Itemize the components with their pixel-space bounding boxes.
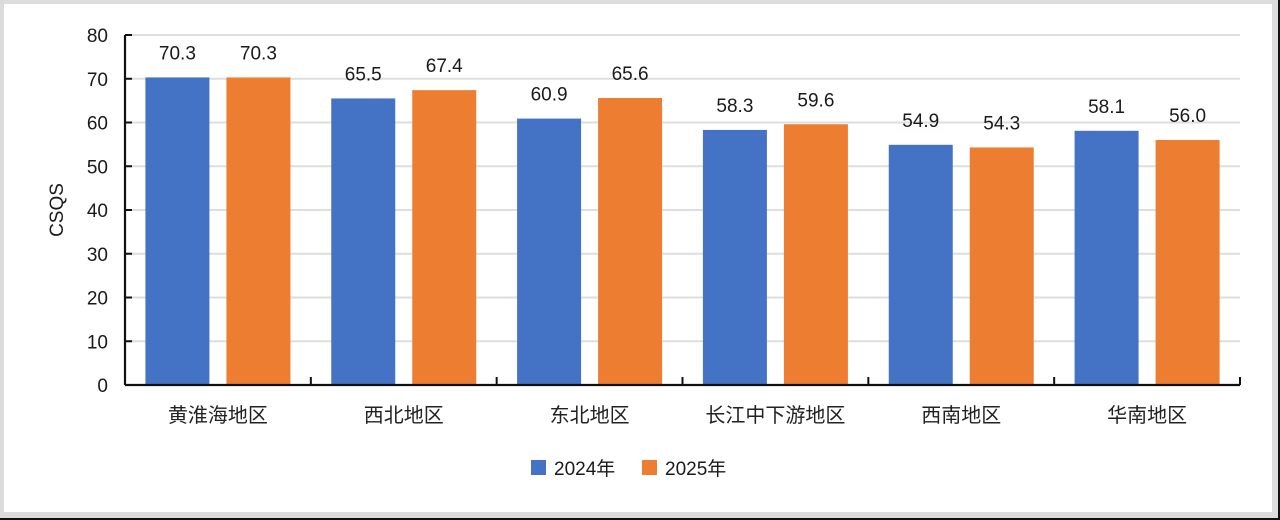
x-category-label: 长江中下游地区: [705, 403, 845, 427]
bar-2025: [412, 90, 477, 385]
x-category-label: 西南地区: [921, 403, 1001, 427]
legend-label: 2025年: [665, 458, 726, 480]
y-tick-label: 50: [87, 157, 108, 178]
bar-2024: [702, 129, 767, 385]
data-label: 70.3: [159, 43, 196, 64]
bar-2025: [226, 77, 291, 385]
data-label: 58.3: [716, 96, 753, 117]
bar-2025: [1155, 140, 1220, 385]
data-label: 70.3: [240, 43, 277, 64]
legend-label: 2024年: [554, 458, 615, 480]
bar-2024: [888, 144, 953, 385]
data-label: 54.3: [983, 113, 1020, 134]
data-label: 56.0: [1169, 106, 1206, 127]
data-label: 65.6: [612, 64, 649, 85]
x-category-label: 华南地区: [1107, 403, 1187, 427]
y-tick-label: 60: [87, 114, 108, 135]
data-label: 54.9: [902, 111, 939, 132]
bar-2025: [969, 147, 1034, 385]
axes: 0 10 20 30 40 50 60 70 80 黄淮海地区 西北地区 东北地区 长江中下游地区 西南地…: [87, 26, 1241, 427]
data-label: 67.4: [426, 56, 463, 77]
x-category-label: 黄淮海地区: [168, 403, 268, 427]
data-label: 65.5: [345, 64, 382, 85]
data-label: 58.1: [1088, 97, 1125, 118]
bar-2024: [145, 77, 210, 385]
bars: 70.3 70.3 65.5 67.4 60.9 65.6 58.3 59.6 54.9 54.3…: [145, 43, 1220, 385]
y-tick-label: 0: [97, 376, 108, 397]
y-axis-label: CSQS: [47, 183, 68, 237]
y-tick-label: 40: [87, 201, 108, 222]
bar-2024: [517, 118, 582, 385]
bar-2025: [783, 124, 848, 385]
bar-2025: [598, 98, 663, 385]
y-tick-label: 80: [87, 26, 108, 47]
x-category-label: 东北地区: [550, 403, 630, 427]
bar-2024: [331, 98, 396, 385]
y-tick-label: 10: [87, 332, 108, 353]
bar-2024: [1074, 130, 1139, 385]
data-label: 59.6: [797, 90, 834, 111]
legend: 2024年 2025年: [531, 458, 726, 480]
y-tick-label: 20: [87, 289, 108, 310]
x-category-label: 西北地区: [364, 403, 444, 427]
y-tick-label: 70: [87, 70, 108, 91]
legend-swatch: [642, 460, 657, 475]
gridlines: [125, 34, 1240, 343]
data-label: 60.9: [531, 85, 568, 106]
y-tick-label: 30: [87, 245, 108, 266]
legend-swatch: [531, 460, 546, 475]
